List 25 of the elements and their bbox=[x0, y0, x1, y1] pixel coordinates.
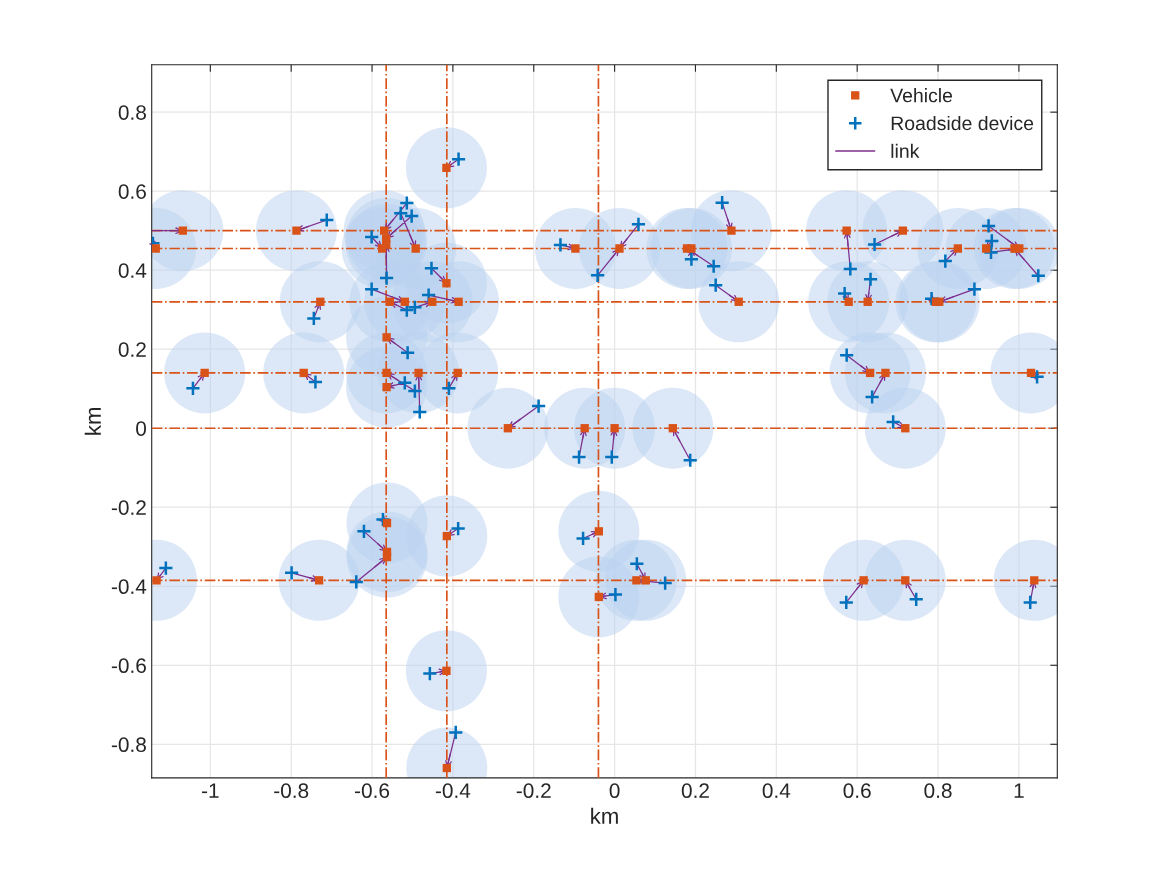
x-tick-label: 0.8 bbox=[924, 783, 952, 799]
y-tick-label: 0.6 bbox=[118, 184, 146, 199]
legend-label: Vehicle bbox=[890, 88, 953, 103]
y-tick-label: -0.8 bbox=[111, 737, 146, 753]
x-axis-title: km bbox=[591, 807, 618, 824]
x-tick-label: -0.4 bbox=[435, 783, 471, 799]
y-tick-label: -0.6 bbox=[111, 658, 146, 674]
x-tick-label: 0.6 bbox=[843, 783, 871, 799]
y-tick-label: 0.4 bbox=[118, 263, 147, 278]
x-tick-label: 0 bbox=[609, 783, 620, 799]
x-tick-label: -0.8 bbox=[274, 783, 309, 799]
legend-label: Roadside device bbox=[891, 115, 1034, 131]
y-tick-label: -0.2 bbox=[111, 500, 146, 515]
y-axis-title: km bbox=[84, 407, 101, 435]
x-tick-label: -0.6 bbox=[355, 783, 390, 799]
legend-label: link bbox=[891, 143, 920, 158]
y-tick-label: 0.2 bbox=[118, 342, 146, 357]
x-tick-label: -0.2 bbox=[516, 783, 551, 799]
y-tick-label: -0.4 bbox=[111, 579, 147, 595]
x-tick-label: 0.4 bbox=[762, 783, 791, 799]
x-tick-label: -1 bbox=[201, 783, 219, 798]
y-tick-label: 0.8 bbox=[118, 105, 146, 120]
y-tick-label: 0 bbox=[136, 421, 147, 436]
x-tick-label: 0.2 bbox=[681, 783, 709, 799]
x-tick-label: 1 bbox=[1014, 783, 1024, 798]
